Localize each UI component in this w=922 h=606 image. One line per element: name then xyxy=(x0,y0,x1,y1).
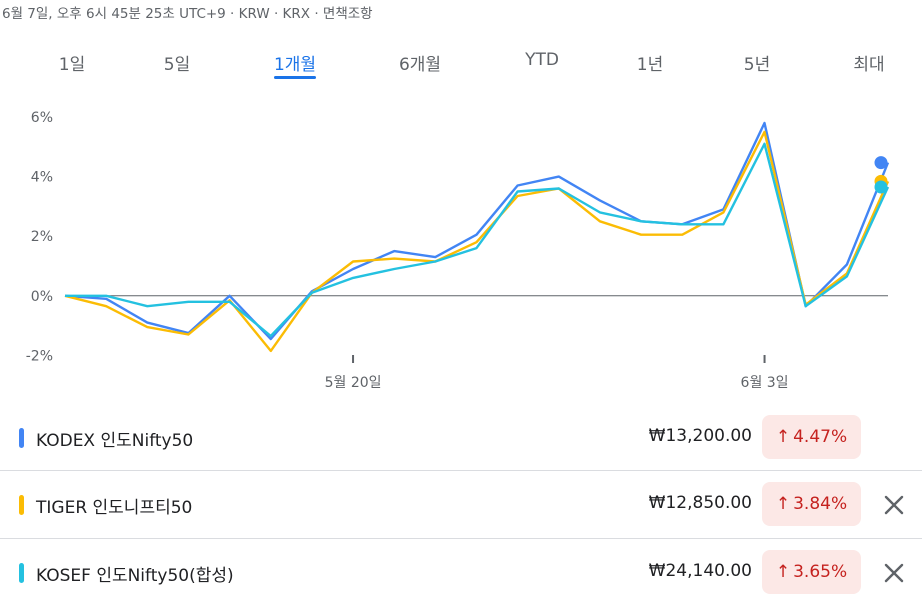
y-tick-label: 2% xyxy=(31,229,53,245)
series-end-point-1 xyxy=(874,156,888,170)
series-line-2 xyxy=(64,130,890,353)
series-line-1 xyxy=(64,121,890,341)
series-line-3 xyxy=(65,142,890,338)
range-tabs: 1일 5일 1개월 6개월 YTD 1년 5년 최대 xyxy=(0,44,922,84)
security-price: ₩12,850.00 xyxy=(648,493,752,513)
arrow-up-icon: ↑ xyxy=(775,562,791,582)
series-end-point-3 xyxy=(874,180,888,194)
tab-6m[interactable]: 6개월 xyxy=(398,55,442,75)
tab-ytd[interactable]: YTD xyxy=(525,50,559,70)
change-badge: ↑ 4.47% xyxy=(762,415,861,459)
chart-header-info: 6월 7일, 오후 6시 45분 25초 UTC+9 · KRW · KRX ·… xyxy=(2,6,373,22)
security-name: KODEX 인도Nifty50 xyxy=(36,431,194,451)
list-item-kosef[interactable]: KOSEF 인도Nifty50(합성) ₩24,140.00 ↑ 3.65% xyxy=(0,539,922,606)
tab-max[interactable]: 최대 xyxy=(853,55,885,75)
change-badge: ↑ 3.84% xyxy=(762,482,861,526)
comparison-line-chart[interactable]: 6% 4% 2% 0% -2% 5월 20일 6월 3일 xyxy=(0,100,922,400)
change-percent: 3.84% xyxy=(793,494,848,514)
series-color-swatch xyxy=(19,495,24,515)
tab-1m[interactable]: 1개월 xyxy=(273,55,317,75)
tab-5y[interactable]: 5년 xyxy=(743,55,771,75)
security-price: ₩13,200.00 xyxy=(648,426,752,446)
list-item-tiger[interactable]: TIGER 인도니프티50 ₩12,850.00 ↑ 3.84% xyxy=(0,471,922,539)
y-tick-label: 0% xyxy=(31,289,53,305)
close-icon[interactable] xyxy=(880,559,908,587)
tab-5d[interactable]: 5일 xyxy=(163,55,191,75)
x-tick-label: 6월 3일 xyxy=(741,375,789,391)
tab-1y[interactable]: 1년 xyxy=(636,55,664,75)
security-name: KOSEF 인도Nifty50(합성) xyxy=(36,566,234,586)
series-color-swatch xyxy=(19,563,24,583)
comparison-list: KODEX 인도Nifty50 ₩13,200.00 ↑ 4.47% TIGER… xyxy=(0,404,922,606)
x-tick-label: 5월 20일 xyxy=(325,375,382,391)
change-percent: 3.65% xyxy=(793,562,848,582)
list-item-kodex[interactable]: KODEX 인도Nifty50 ₩13,200.00 ↑ 4.47% xyxy=(0,404,922,471)
close-icon[interactable] xyxy=(880,491,908,519)
security-name: TIGER 인도니프티50 xyxy=(36,498,193,518)
active-tab-indicator xyxy=(274,76,316,79)
arrow-up-icon: ↑ xyxy=(775,427,791,447)
tab-1d[interactable]: 1일 xyxy=(58,55,86,75)
series-color-swatch xyxy=(19,428,24,448)
arrow-up-icon: ↑ xyxy=(775,494,791,514)
y-tick-label: 4% xyxy=(31,170,53,186)
y-tick-label: -2% xyxy=(26,348,53,364)
change-percent: 4.47% xyxy=(793,427,848,447)
y-tick-label: 6% xyxy=(31,110,53,126)
security-price: ₩24,140.00 xyxy=(648,561,752,581)
change-badge: ↑ 3.65% xyxy=(762,550,861,594)
